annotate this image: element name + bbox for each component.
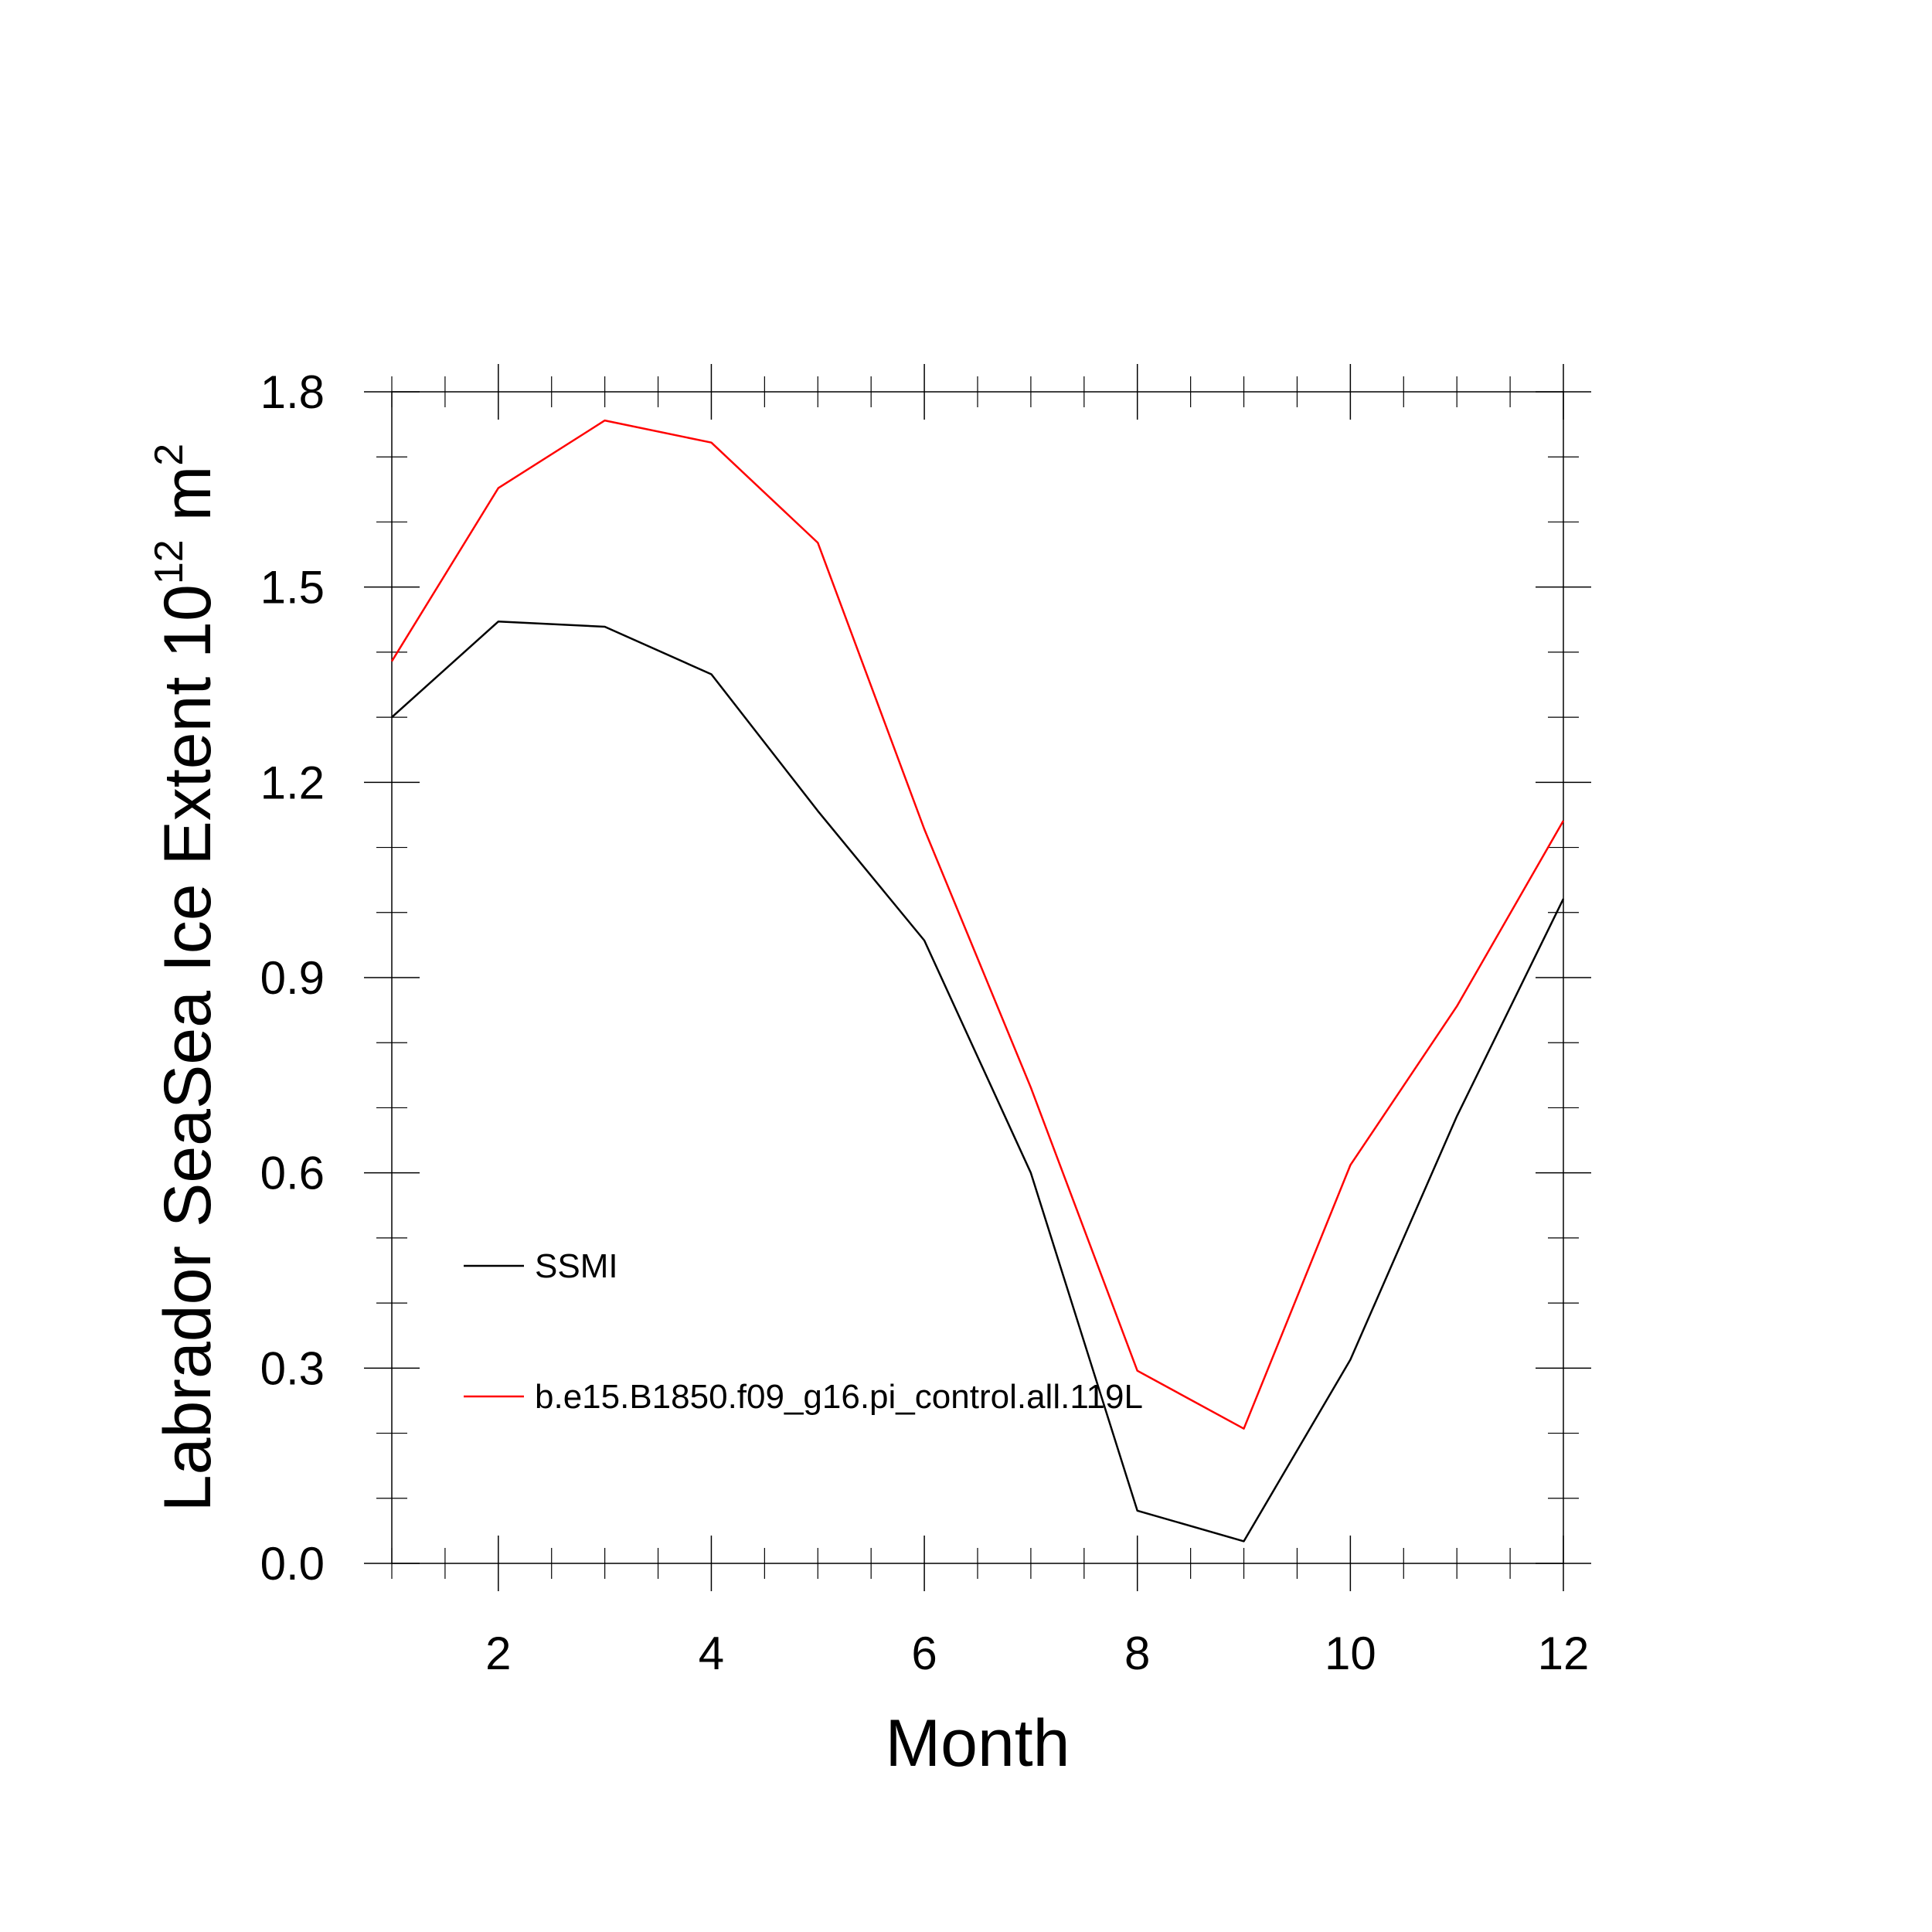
y-tick-label: 1.5 — [260, 562, 325, 614]
y-axis-title: Labrador SeaSea Ice Extent 1012 m2 — [147, 444, 225, 1512]
x-tick-label: 4 — [699, 1628, 724, 1679]
y-tick-labels: 0.0 0.3 0.6 0.9 1.2 1.5 1.8 — [260, 366, 325, 1590]
legend-label-model: b.e15.B1850.f09_g16.pi_control.all.119L — [535, 1378, 1143, 1416]
y-axis-title-main: Labrador SeaSea Ice Extent 10 — [151, 584, 225, 1512]
y-tick-label: 0.3 — [260, 1342, 325, 1394]
y-tick-label: 1.8 — [260, 366, 325, 418]
x-tick-label: 2 — [485, 1628, 511, 1679]
y-tick-label: 0.6 — [260, 1148, 325, 1199]
y-axis-title-unit-exponent: 2 — [147, 444, 192, 466]
series-line-ssmi — [391, 621, 1565, 1543]
series-line-model — [390, 419, 1565, 1430]
minor-ticks — [376, 376, 1579, 1579]
legend-label-ssmi: SSMI — [535, 1247, 618, 1285]
series-lines — [390, 419, 1565, 1543]
y-axis-title-exponent: 12 — [147, 539, 192, 584]
x-tick-label: 10 — [1325, 1628, 1376, 1679]
major-ticks — [364, 364, 1591, 1591]
x-tick-label: 6 — [911, 1628, 937, 1679]
x-tick-labels: 2 4 6 8 10 12 — [485, 1628, 1589, 1679]
x-axis-title: Month — [885, 1706, 1070, 1781]
y-tick-label: 1.2 — [260, 757, 325, 808]
y-tick-label: 0.9 — [260, 952, 325, 1004]
y-tick-label: 0.0 — [260, 1538, 325, 1590]
x-tick-label: 12 — [1538, 1628, 1590, 1679]
y-axis-title-unit: m — [151, 466, 225, 540]
x-tick-label: 8 — [1124, 1628, 1150, 1679]
legend: SSMI b.e15.B1850.f09_g16.pi_control.all.… — [464, 1247, 1143, 1416]
